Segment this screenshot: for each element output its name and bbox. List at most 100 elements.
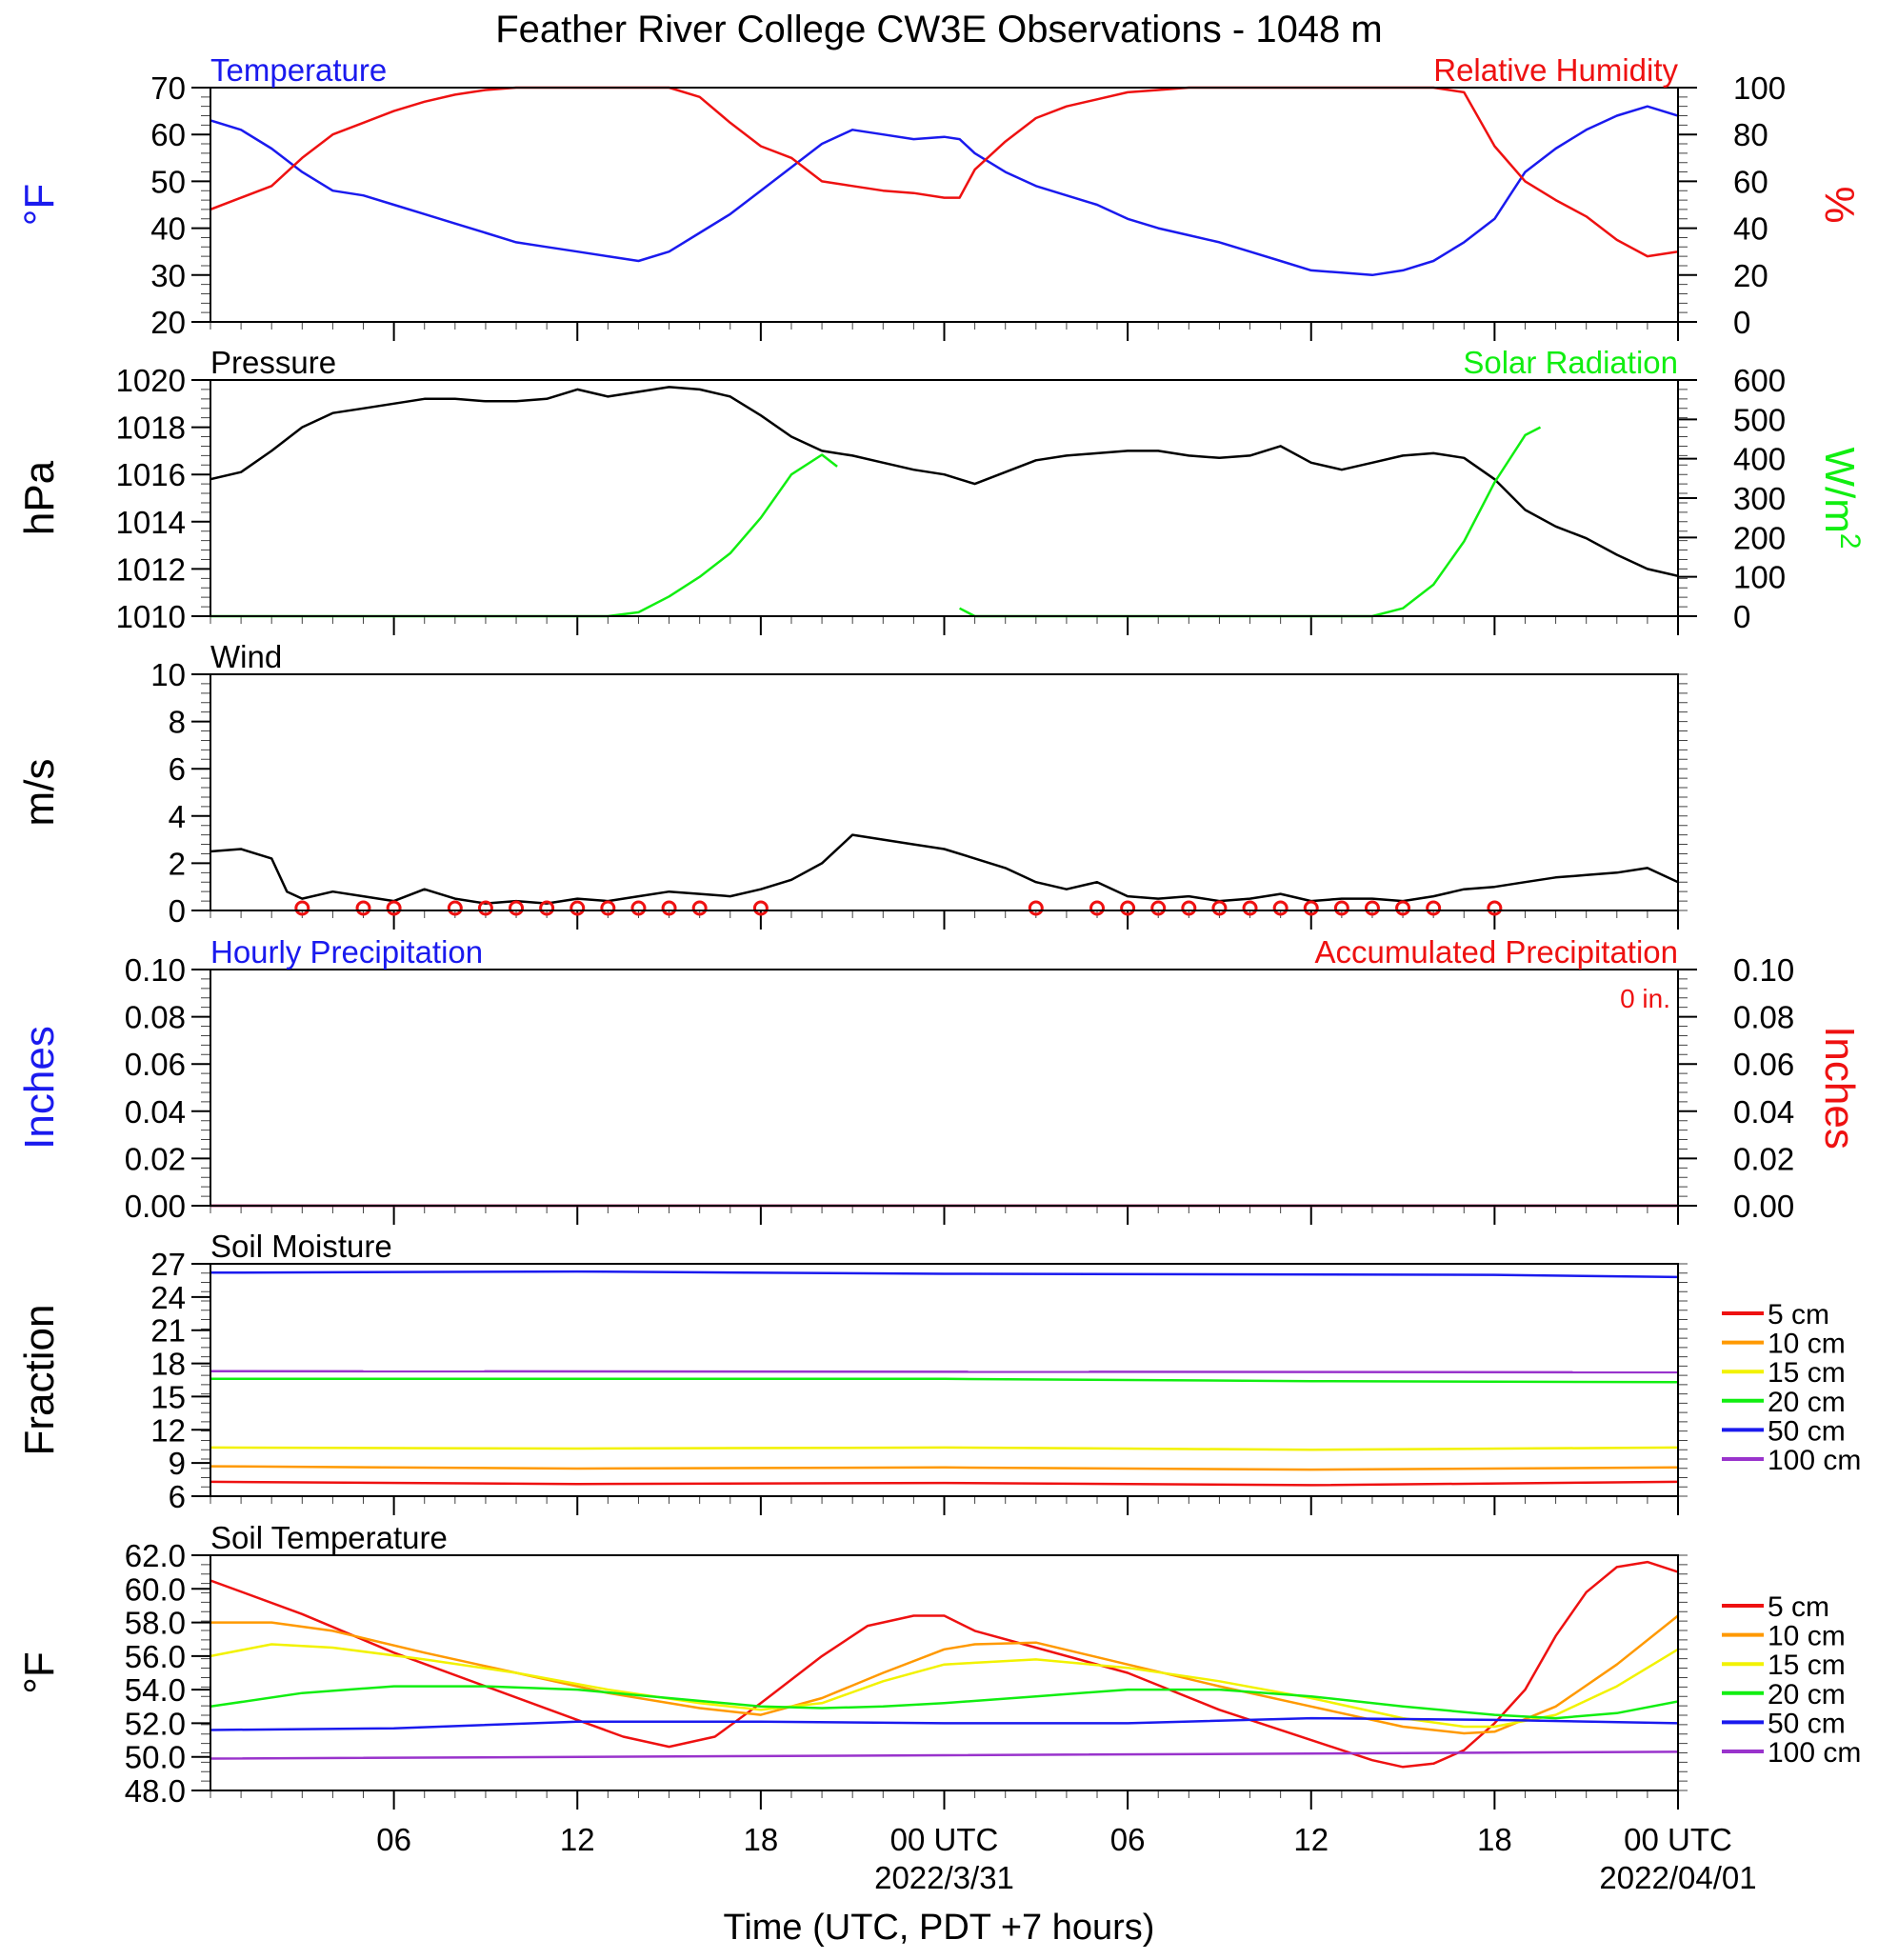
panel-frame bbox=[210, 673, 1679, 911]
calm-marker bbox=[661, 900, 677, 916]
panel-frame bbox=[210, 379, 1679, 617]
right-tick-label: 0.04 bbox=[1733, 1094, 1794, 1130]
series-15-cm bbox=[210, 1446, 1678, 1451]
series-relative-humidity bbox=[210, 86, 1678, 258]
right-tick-label: 80 bbox=[1733, 117, 1768, 152]
calm-marker bbox=[1028, 900, 1044, 916]
right-axis-label: W/m2 bbox=[1816, 447, 1867, 549]
left-tick-label: 0.10 bbox=[125, 952, 186, 988]
calm-marker bbox=[1333, 900, 1349, 916]
calm-marker bbox=[1120, 900, 1136, 916]
x-major-ticks bbox=[392, 910, 1679, 930]
right-tick-label: 60 bbox=[1733, 164, 1768, 199]
panel-4: 0.00 0.02 0.04 0.06 0.08 0.10 0.00 0.02 0.04 0.06… bbox=[16, 934, 1863, 1225]
left-axis-label: Fraction bbox=[16, 1305, 63, 1456]
x-date-label: 2022/04/01 bbox=[1599, 1860, 1756, 1895]
right-tick-label: 400 bbox=[1733, 442, 1786, 477]
panel-frame bbox=[210, 969, 1679, 1207]
left-axis-label: m/s bbox=[16, 759, 63, 827]
left-tick-label: 24 bbox=[150, 1280, 186, 1315]
series-50-cm bbox=[210, 1270, 1678, 1279]
left-tick-label: 52.0 bbox=[125, 1706, 186, 1741]
right-tick-label: 0.06 bbox=[1733, 1047, 1794, 1082]
left-tick-label: 1012 bbox=[116, 551, 186, 587]
x-tick-label: 12 bbox=[560, 1822, 595, 1857]
right-tick-label: 0 bbox=[1733, 305, 1750, 340]
series-group bbox=[210, 386, 1678, 618]
series-50-cm bbox=[210, 1716, 1678, 1731]
calm-marker bbox=[447, 900, 463, 916]
right-tick-label: 200 bbox=[1733, 520, 1786, 555]
series-10-cm bbox=[210, 1614, 1678, 1735]
calm-marker bbox=[355, 900, 371, 916]
x-major-ticks bbox=[392, 1790, 1679, 1810]
left-tick-label: 10 bbox=[150, 657, 186, 692]
left-tick-label: 21 bbox=[150, 1313, 186, 1349]
left-tick-label: 27 bbox=[150, 1247, 186, 1282]
x-tick-label: 00 UTC bbox=[1624, 1822, 1732, 1857]
legend-label: 100 cm bbox=[1768, 1445, 1861, 1476]
legend-label: 50 cm bbox=[1768, 1415, 1846, 1447]
right-tick-label: 300 bbox=[1733, 481, 1786, 516]
x-tick-label: 18 bbox=[744, 1822, 779, 1857]
series-100-cm bbox=[210, 1370, 1678, 1374]
panel-right-title: Solar Radiation bbox=[1463, 345, 1678, 380]
left-tick-label: 40 bbox=[150, 211, 186, 247]
calm-marker bbox=[1181, 900, 1197, 916]
left-axis-label: °F bbox=[16, 184, 63, 226]
x-tick-label: 12 bbox=[1293, 1822, 1329, 1857]
right-tick-label: 0.10 bbox=[1733, 952, 1794, 988]
calm-marker bbox=[509, 900, 525, 916]
panel-left-title: Soil Temperature bbox=[210, 1520, 448, 1555]
figure-title: Feather River College CW3E Observations … bbox=[495, 9, 1382, 50]
minor-ticks bbox=[201, 1554, 1688, 1798]
left-tick-label: 54.0 bbox=[125, 1672, 186, 1708]
left-tick-label: 4 bbox=[169, 799, 186, 834]
right-tick-label: 100 bbox=[1733, 70, 1786, 106]
legend-label: 20 cm bbox=[1768, 1387, 1846, 1418]
x-tick-label: 18 bbox=[1477, 1822, 1512, 1857]
right-tick-label: 40 bbox=[1733, 211, 1768, 247]
series-15-cm bbox=[210, 1643, 1678, 1729]
panel-left-title: Soil Moisture bbox=[210, 1229, 392, 1264]
calm-marker bbox=[1426, 900, 1442, 916]
calm-marker bbox=[386, 900, 402, 916]
panel-frame bbox=[210, 1554, 1679, 1791]
x-major-ticks bbox=[392, 616, 1679, 635]
calm-marker bbox=[477, 900, 493, 916]
x-date-label: 2022/3/31 bbox=[874, 1860, 1014, 1895]
left-tick-label: 30 bbox=[150, 258, 186, 293]
calm-marker bbox=[1211, 900, 1228, 916]
calm-marker bbox=[294, 900, 310, 916]
left-tick-label: 18 bbox=[150, 1347, 186, 1382]
left-axis-label: °F bbox=[16, 1651, 63, 1693]
panel-3: 0 2 4 6 8 10 Wind m/s bbox=[16, 639, 1688, 930]
left-tick-label: 15 bbox=[150, 1379, 186, 1414]
right-axis-label: % bbox=[1816, 186, 1863, 223]
calm-marker bbox=[569, 900, 586, 916]
x-axis-label: Time (UTC, PDT +7 hours) bbox=[724, 1908, 1155, 1948]
series-20-cm bbox=[210, 1685, 1678, 1720]
left-tick-label: 9 bbox=[169, 1446, 186, 1481]
x-tick-label: 06 bbox=[1110, 1822, 1146, 1857]
calm-marker bbox=[752, 900, 769, 916]
minor-ticks bbox=[201, 379, 1688, 624]
right-tick-label: 20 bbox=[1733, 258, 1768, 293]
minor-ticks bbox=[201, 969, 1688, 1213]
right-tick-label: 0.02 bbox=[1733, 1141, 1794, 1176]
x-major-ticks bbox=[392, 1206, 1679, 1225]
x-major-ticks bbox=[392, 322, 1679, 341]
series-group bbox=[210, 1560, 1678, 1769]
left-tick-label: 60.0 bbox=[125, 1571, 186, 1607]
series-solar-radiation bbox=[210, 453, 838, 618]
calm-marker bbox=[1242, 900, 1258, 916]
legend-label: 15 cm bbox=[1768, 1650, 1846, 1681]
left-tick-label: 1018 bbox=[116, 410, 186, 446]
panel-left-title: Hourly Precipitation bbox=[210, 934, 483, 970]
right-axis-label: Inches bbox=[1816, 1026, 1863, 1150]
right-tick-label: 0.00 bbox=[1733, 1189, 1794, 1224]
calm-marker bbox=[1272, 900, 1289, 916]
right-tick-label: 0.08 bbox=[1733, 1000, 1794, 1035]
left-tick-label: 58.0 bbox=[125, 1606, 186, 1641]
left-tick-label: 0.02 bbox=[125, 1141, 186, 1176]
